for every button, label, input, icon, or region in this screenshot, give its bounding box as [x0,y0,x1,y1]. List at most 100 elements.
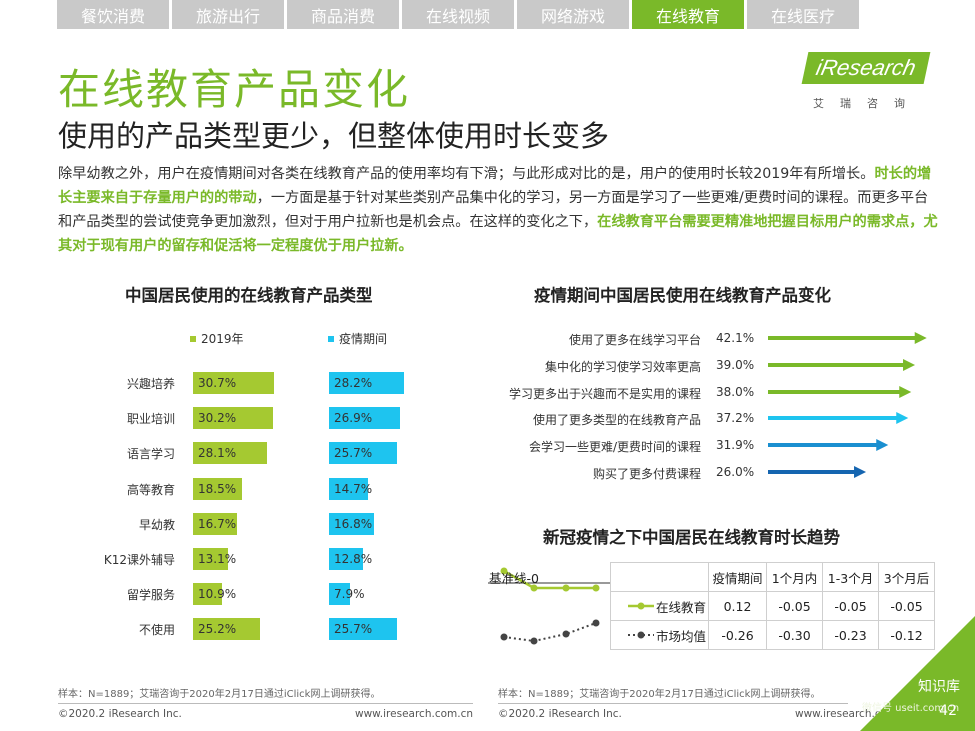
chart1-bar-2019 [193,372,275,394]
logo-brand: iResearch [801,52,931,84]
chart1-title: 中国居民使用的在线教育产品类型 [125,286,373,305]
chart1-category-label: 兴趣培养 [126,377,175,391]
trend-point [592,619,600,627]
tab-travel[interactable]: 旅游出行 [172,0,284,29]
summary-part-2: ，一方面是基于针对某些类别产品集中化的学习，另一方面是学习了一些更难/更费时间的… [58,190,929,230]
chart1-value-pandemic: 28.2% [334,376,373,390]
footnote-right: 样本：N=1889；艾瑞咨询于2020年2月17日通过iClick网上调研获得。 [498,689,821,700]
chart2-category-label: 购买了更多付费课程 [592,467,701,481]
page-number: 42 [939,703,957,719]
chart1-value-2019: 13.1% [198,552,237,566]
chart1-value-2019: 25.2% [198,622,237,637]
chart2-arrow [768,385,912,398]
trend-point [500,567,508,575]
footer-url-left: www.iresearch.com.cn [355,708,474,720]
footer-copyright-right: ©2020.2 iResearch Inc. [498,708,622,720]
chart1-bar-pandemic [329,442,398,465]
chart1-value-pandemic: 25.7% [334,446,373,461]
chart1-category-label: 职业培训 [126,412,175,427]
chart1-bar-2019 [193,442,268,465]
chart1-category-label: 语言学习 [126,447,175,462]
legend-swatch-2019 [190,335,196,342]
chart2-value-label: 31.9% [716,438,755,453]
chart2-value-label: 38.0% [716,384,755,399]
chart1-category-label: K12课外辅导 [103,553,175,567]
series-marker-online-education [627,602,654,610]
summary-highlight-2: 在线教育平台需要更精准地把握目标用户的需求点，尤其对于现有用户的留存和促活将一定… [58,214,938,254]
table-cell: -0.30 [766,620,823,650]
footer-divider-right [498,703,848,704]
chart1-value-pandemic: 7.9% [334,587,365,602]
footer-divider-left [58,703,473,704]
trend-point [530,637,538,645]
trend-point [500,633,508,641]
tab-education[interactable]: 在线教育 [632,0,744,29]
chart1-bar-2019 [193,477,243,500]
table-header-cell: 1个月内 [766,562,823,592]
chart1-value-pandemic: 26.9% [334,411,373,426]
chart1-value-pandemic: 16.8% [334,516,373,531]
footer-copyright-left: ©2020.2 iResearch Inc. [58,708,182,720]
chart2-category-label: 会学习一些更难/更费时间的课程 [528,440,701,455]
chart1-bar-pandemic [329,407,401,430]
tab-video[interactable]: 在线视频 [402,0,514,29]
series-name-market-average: 市场均值 [655,628,706,644]
table-row: 疫情期间 1个月内 1-3个月 3个月后 [610,562,935,592]
legend-swatch-pandemic [328,335,334,342]
summary-paragraph: 除早幼教之外，用户在疫情期间对各类在线教育产品的使用率均有下滑；与此形成对比的是… [58,162,938,258]
legend-label-2019: 2019年 [201,332,244,346]
chart1-value-2019: 30.2% [198,411,237,426]
table-header-cell: 3个月后 [878,562,935,592]
tab-food[interactable]: 餐饮消费 [57,0,169,29]
table-cell: -0.26 [708,620,767,650]
chart2-arrow [768,439,889,452]
tab-medical[interactable]: 在线医疗 [747,0,859,29]
chart1-legend-2019: 2019年 [190,330,244,347]
chart1-category-label: 早幼教 [138,517,175,532]
chart2-value-label: 39.0% [716,357,755,372]
corner-decoration [860,616,975,731]
series-cell-market-average: 市场均值 [610,620,709,650]
table-header-cell: 疫情期间 [708,562,767,592]
chart1-bar-pandemic [329,583,350,606]
legend-label-pandemic: 疫情期间 [339,332,388,346]
table-cell: 0.12 [708,591,767,621]
chart2-category-label: 学习更多出于兴趣而不是实用的课程 [508,386,701,401]
trend-point [562,584,570,592]
chart2-value-label: 26.0% [716,465,755,479]
trend-mini-chart [488,567,610,645]
chart1-bar-2019 [193,618,260,641]
trend-baseline-label: 基准线-0 [489,571,539,586]
chart1-value-2019: 30.7% [198,376,237,390]
trend-series-line [503,569,596,590]
trend-point [592,584,600,592]
chart1-bar-pandemic [329,477,368,500]
tab-goods[interactable]: 商品消费 [287,0,399,29]
chart1-bar-pandemic [329,618,398,641]
watermark-subtext: 微信号 useit.com.cn [862,703,960,714]
chart1-category-label: 高等教育 [126,482,175,497]
chart2-value-label: 37.2% [716,411,755,426]
chart2-category-label: 使用了更多在线学习平台 [568,333,701,347]
chart1-value-2019: 10.9% [198,587,237,602]
chart2-arrow [768,358,916,371]
chart1-value-2019: 16.7% [198,516,237,531]
chart2-category-label: 集中化的学习使学习效率更高 [544,359,701,374]
summary-highlight-1: 时长的增长主要来自于存量用户的的带动 [58,166,932,206]
category-tabs: 餐饮消费 旅游出行 商品消费 在线视频 网络游戏 在线教育 在线医疗 [57,0,862,29]
tab-games[interactable]: 网络游戏 [517,0,629,29]
chart2-value-label: 42.1% [716,331,755,345]
chart1-bar-2019 [193,583,222,606]
trend-point [530,584,538,592]
watermark-text: 知识库 [918,679,960,695]
trend-series-line [503,622,597,643]
summary-part-1: 除早幼教之外，用户在疫情期间对各类在线教育产品的使用率均有下滑；与此形成对比的是… [58,166,875,182]
chart1-bar-2019 [193,407,274,430]
chart1-bar-pandemic [329,548,363,570]
footnote-left: 样本：N=1889；艾瑞咨询于2020年2月17日通过iClick网上调研获得。 [58,689,381,700]
iresearch-logo: iResearch 艾瑞咨询 [801,52,931,112]
chart2-arrow [768,466,867,478]
table-cell: -0.05 [766,591,823,621]
series-marker-market-average [627,631,654,639]
chart1-value-pandemic: 14.7% [334,481,373,496]
